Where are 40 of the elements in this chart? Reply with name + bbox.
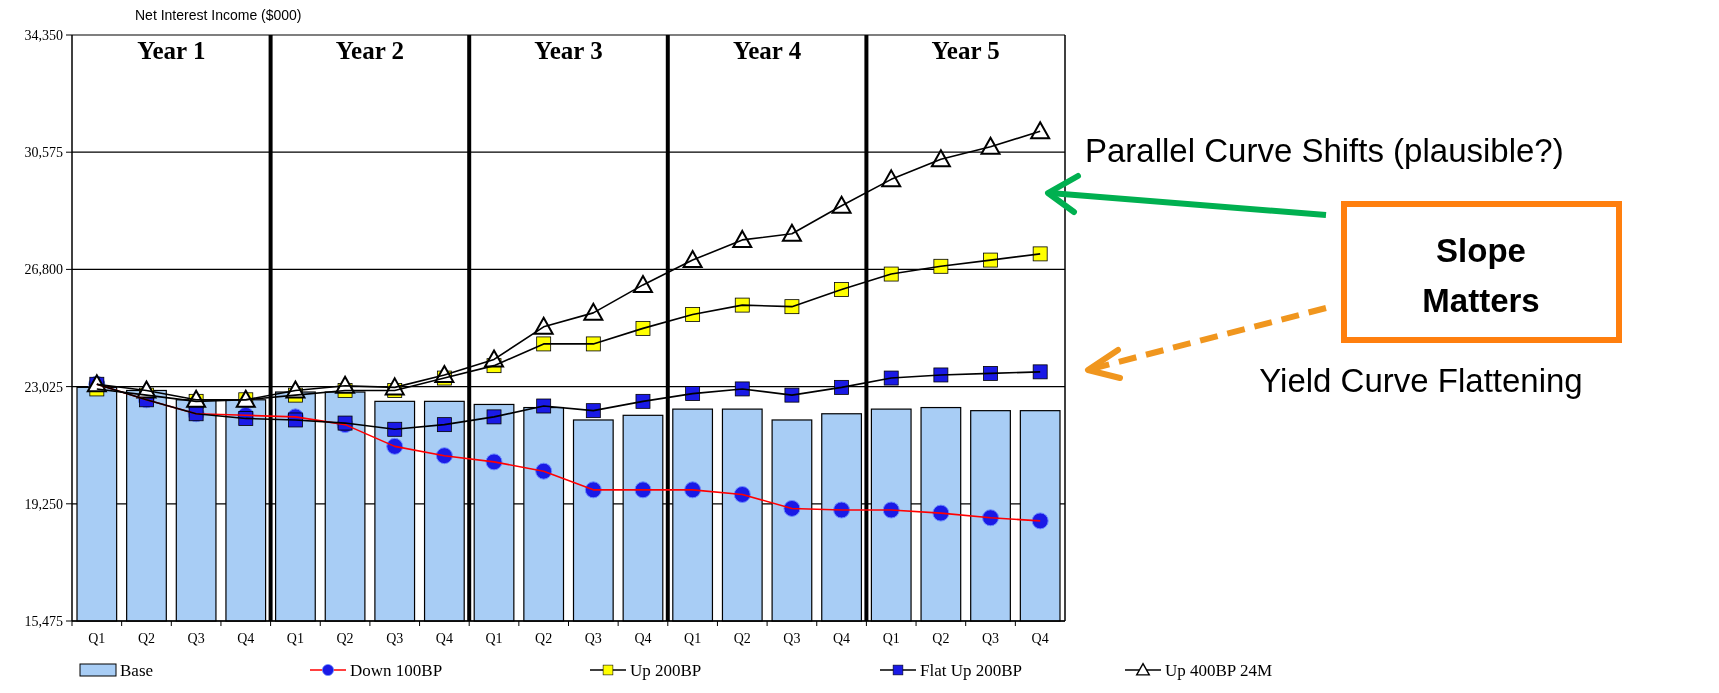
annotation: Year 1 (137, 37, 206, 64)
y-axis-title: Net Interest Income ($000) (135, 7, 302, 23)
x-tick-label: Q1 (882, 631, 900, 646)
x-tick-label: Q4 (435, 631, 453, 646)
x-tick-label: Q4 (1031, 631, 1049, 646)
legend-label: Up 400BP 24M (1165, 661, 1273, 680)
y-tick-label: 26,800 (24, 262, 63, 278)
x-tick-label: Q3 (981, 631, 1000, 646)
x-tick-label: Q3 (783, 631, 801, 646)
x-tick-label: Q4 (634, 631, 652, 646)
x-tick-label: Q1 (88, 631, 106, 646)
legend-label: Up 200BP (630, 661, 702, 680)
legend-label: Down 100BP (350, 661, 443, 680)
y-tick-label: 30,575 (24, 145, 63, 161)
x-tick-label: Q1 (286, 631, 304, 646)
y-tick-label: 15,475 (24, 613, 63, 629)
x-tick-label: Q2 (137, 631, 156, 646)
x-tick-label: Q3 (386, 631, 404, 646)
y-tick-label: 23,025 (24, 379, 63, 395)
legend-label: Flat Up 200BP (920, 661, 1023, 680)
annotation: Year 5 (931, 37, 1000, 64)
x-tick-label: Q2 (733, 631, 751, 646)
text: Parallel Curve Shifts (plausible?) (1085, 132, 1564, 169)
text: Slope Matters (1422, 232, 1540, 319)
x-tick-label: Q3 (187, 631, 205, 646)
x-tick-label: Q3 (584, 631, 602, 646)
x-tick-label: Q1 (684, 631, 702, 646)
legend-label: Base (120, 661, 154, 680)
annotation: Year 2 (335, 37, 405, 64)
x-tick-label: Q2 (336, 631, 354, 646)
annotation: Year 4 (732, 37, 802, 64)
x-tick-label: Q2 (535, 631, 553, 646)
x-tick-label: Q4 (237, 631, 255, 646)
y-tick-label: 19,250 (24, 496, 63, 512)
annotation: Year 3 (534, 37, 603, 64)
x-tick-label: Q1 (485, 631, 503, 646)
y-tick-label: 34,350 (24, 27, 63, 43)
text: Yield Curve Flattening (1259, 362, 1583, 399)
x-tick-label: Q2 (932, 631, 950, 646)
x-tick-label: Q4 (833, 631, 851, 646)
